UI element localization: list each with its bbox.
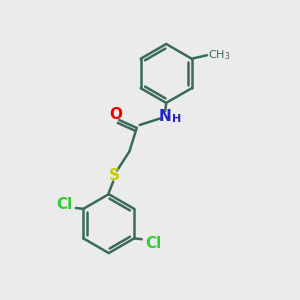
Text: H: H [172, 114, 181, 124]
Text: N: N [159, 109, 172, 124]
Text: O: O [109, 107, 122, 122]
Text: S: S [109, 167, 120, 182]
Text: Cl: Cl [145, 236, 161, 250]
Text: Cl: Cl [56, 197, 72, 212]
Text: CH$_3$: CH$_3$ [208, 48, 231, 62]
